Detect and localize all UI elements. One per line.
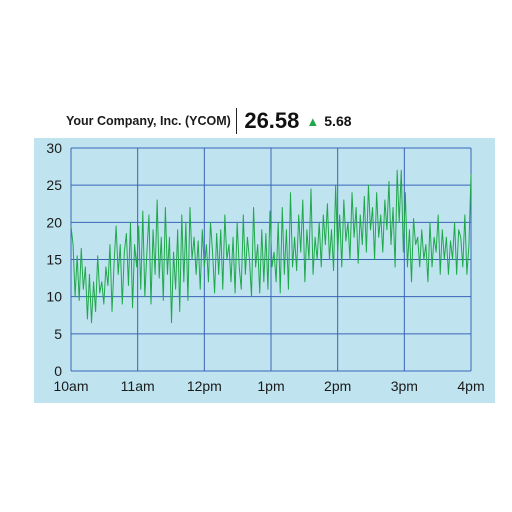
y-tick-label: 15 xyxy=(46,252,62,268)
company-name: Your Company, Inc. (YCOM) xyxy=(66,114,231,128)
stock-header: Your Company, Inc. (YCOM) 26.58 ▲ 5.68 xyxy=(66,108,352,134)
price-line-chart: 0 5 10 15 20 25 30 10am 11am 12pm 1pm 2pm 3pm 4pm xyxy=(46,140,484,394)
y-tick-label: 20 xyxy=(46,214,62,230)
price-series-line xyxy=(70,169,472,324)
x-tick-label: 10am xyxy=(53,378,88,394)
header-divider xyxy=(235,108,238,134)
price-change: 5.68 xyxy=(324,113,352,129)
y-tick-label: 5 xyxy=(54,326,62,342)
y-tick-label: 30 xyxy=(46,140,62,156)
x-tick-label: 3pm xyxy=(391,378,418,394)
y-tick-label: 10 xyxy=(46,289,62,305)
chart-panel: 0 5 10 15 20 25 30 10am 11am 12pm 1pm 2pm 3pm 4pm xyxy=(34,138,495,403)
x-tick-label: 2pm xyxy=(324,378,351,394)
x-tick-label: 1pm xyxy=(257,378,284,394)
x-tick-label: 4pm xyxy=(457,378,484,394)
stock-price: 26.58 xyxy=(244,108,300,133)
x-tick-label: 12pm xyxy=(187,378,222,394)
up-triangle-icon: ▲ xyxy=(306,113,320,129)
y-tick-label: 25 xyxy=(46,177,62,193)
y-tick-label: 0 xyxy=(54,363,62,379)
x-tick-label: 11am xyxy=(121,378,155,394)
